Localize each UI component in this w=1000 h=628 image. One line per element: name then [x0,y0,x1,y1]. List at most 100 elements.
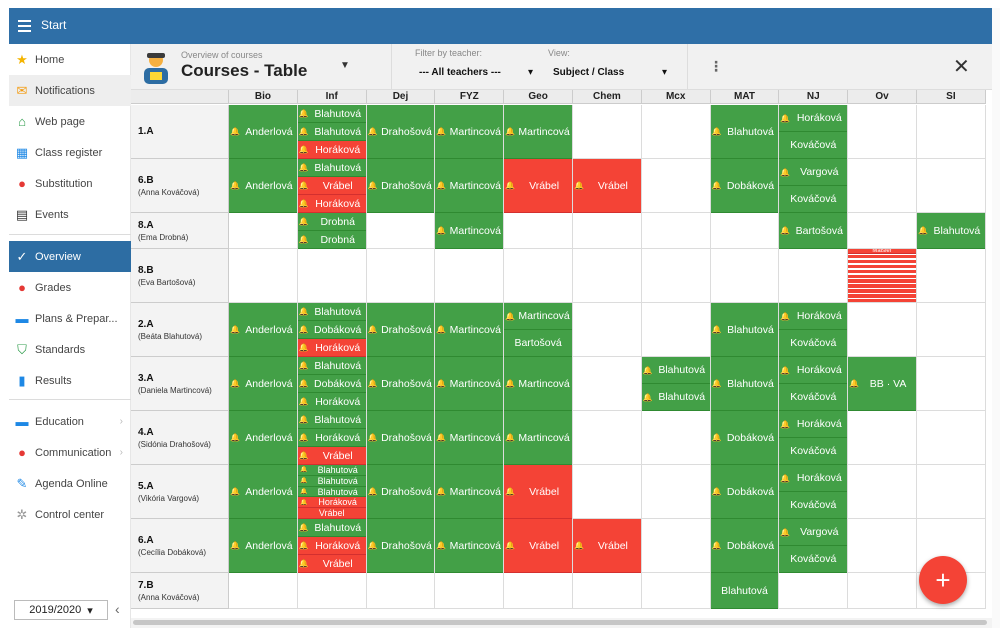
table-cell[interactable] [641,465,711,519]
course-chip[interactable]: 🔔 Drahošová [366,303,435,357]
course-chip[interactable]: 🔔 Drobná [297,231,366,249]
course-chip[interactable]: 🔔 Anderlová [229,465,297,519]
table-cell[interactable] [848,105,917,159]
table-cell[interactable]: 🔔 Martincová [435,411,505,465]
school-year-select[interactable]: 2019/2020 ▾ [14,600,108,620]
course-chip[interactable]: 🔔 Drahošová [366,105,435,159]
sidebar-item-agenda-online[interactable]: ✎ Agenda Online [9,468,131,499]
table-cell[interactable]: 🔔 Blahutová 🔔 Horáková 🔔 Vrábel [297,411,367,465]
course-chip[interactable]: 🔔 Horáková [297,537,366,555]
course-chip[interactable]: 🔔 Vrábel [297,555,366,573]
course-chip[interactable]: 🔔 Horáková [297,195,366,213]
table-cell[interactable]: 🔔 Martincová [435,303,505,357]
column-header-geo[interactable]: Geo [504,90,573,104]
column-header-mcx[interactable]: Mcx [641,90,711,104]
table-cell[interactable]: 🔔 Drahošová [366,411,436,465]
table-cell[interactable]: 🔔 Martincová [504,411,573,465]
course-chip[interactable]: 🔔 Anderlová [229,357,297,411]
table-cell[interactable] [848,573,917,609]
course-chip[interactable]: 🔔 Martincová [435,519,504,573]
table-cell[interactable] [573,411,642,465]
course-chip[interactable]: 🔔 Anderlová [229,105,297,159]
table-cell[interactable]: 🔔 Horáková Kováčová [779,465,849,519]
table-cell[interactable] [779,249,849,303]
table-cell[interactable] [573,105,642,159]
sidebar-item-grades[interactable]: ● Grades [9,272,131,303]
course-chip[interactable]: 🔔 Anderlová [229,519,297,573]
table-cell[interactable] [848,159,917,213]
column-header-chem[interactable]: Chem [573,90,642,104]
micro-course-strip[interactable] [848,264,916,269]
table-cell[interactable]: 🔔 Dobáková [710,519,780,573]
course-chip[interactable]: 🔔 Anderlová [229,159,297,213]
collapse-sidebar-icon[interactable]: ‹ [115,601,120,617]
course-chip[interactable]: Kováčová [779,330,848,357]
horizontal-scrollbar[interactable] [131,618,992,628]
course-chip[interactable]: 🔔 Horáková [779,357,848,384]
sidebar-item-control-center[interactable]: ✲ Control center [9,499,131,530]
sidebar-item-overview[interactable]: ✓ Overview [9,241,131,272]
table-cell[interactable]: 🔔 Martincová [504,105,573,159]
class-row-label[interactable]: 3.A (Daniela Martincová) [131,357,229,411]
column-header-nj[interactable]: NJ [779,90,849,104]
table-cell[interactable]: 🔔 Anderlová [229,519,298,573]
course-chip[interactable]: 🔔 Blahutová [297,475,366,487]
table-cell[interactable]: 🔔 Martincová Bartošová [504,303,573,357]
teacher-filter-select[interactable]: --- All teachers --- [419,67,501,78]
table-cell[interactable]: 🔔 Martincová [435,519,505,573]
more-options-icon[interactable]: ⋮ [709,58,723,74]
course-chip[interactable]: Kováčová [779,438,848,465]
micro-course-strip[interactable] [848,254,916,259]
course-chip[interactable]: 🔔 Drobná [297,213,366,231]
micro-course-strip[interactable] [848,299,916,303]
table-cell[interactable]: 🔔 Blahutová [710,357,780,411]
table-cell[interactable]: 🔔 Blahutová [917,213,986,249]
table-cell[interactable]: 🔔 Blahutová 🔔 Dobáková 🔔 Horáková [297,303,367,357]
course-chip[interactable]: Kováčová [779,492,848,519]
table-cell[interactable] [710,213,780,249]
course-chip[interactable]: 🔔 Horáková [297,393,366,411]
column-header-ov[interactable]: Ov [848,90,917,104]
class-row-label[interactable]: 8.B (Eva Bartošová) [131,249,229,303]
table-cell[interactable] [641,159,711,213]
table-cell[interactable]: 🔔 Anderlová [229,105,298,159]
course-chip[interactable]: 🔔 Anderlová [229,303,297,357]
course-chip[interactable]: 🔔 Martincová [435,465,504,519]
add-course-button[interactable]: + [919,556,967,604]
table-cell[interactable] [504,213,573,249]
table-cell[interactable]: 🔔 Drahošová [366,465,436,519]
table-cell[interactable]: 🔔 Vargová Kováčová [779,519,849,573]
table-cell[interactable] [641,411,711,465]
course-chip[interactable]: 🔔 Drahošová [366,519,435,573]
column-header-mat[interactable]: MAT [710,90,780,104]
table-cell[interactable] [641,105,711,159]
course-chip[interactable]: 🔔 Horáková [779,303,848,330]
table-cell[interactable]: 🔔 Horáková Kováčová [779,357,849,411]
table-cell[interactable] [917,105,986,159]
sidebar-item-communication[interactable]: ● Communication › [9,437,131,468]
course-chip[interactable]: Bartošová [504,330,572,357]
course-chip[interactable]: 🔔 Horáková [779,105,848,132]
course-chip[interactable]: 🔔 Blahutová [710,303,779,357]
course-chip[interactable]: 🔔 Martincová [435,357,504,411]
table-cell[interactable]: Maisler [848,249,917,303]
micro-course-strip[interactable] [848,284,916,288]
table-cell[interactable] [848,465,917,519]
course-chip[interactable]: 🔔 Vrábel [504,159,572,213]
course-chip[interactable]: Vrábel [297,508,366,519]
course-chip[interactable]: 🔔 Blahutová [297,486,366,498]
course-chip[interactable]: 🔔 Vrábel [297,177,366,195]
micro-course-strip[interactable] [848,289,916,293]
table-cell[interactable]: 🔔 Blahutová 🔔 Blahutová [641,357,711,411]
class-row-label[interactable]: 6.A (Cecília Dobáková) [131,519,229,573]
course-chip[interactable]: 🔔 Martincová [435,411,504,465]
course-chip[interactable]: Kováčová [779,186,848,213]
table-cell[interactable] [229,573,298,609]
course-chip[interactable]: 🔔 Blahutová [297,465,366,476]
course-chip[interactable]: 🔔 Vrábel [297,447,366,465]
course-chip[interactable]: 🔔 Blahutová [297,357,366,375]
table-cell[interactable] [848,411,917,465]
course-chip[interactable]: 🔔 Horáková [779,411,848,438]
table-cell[interactable]: 🔔 Drahošová [366,303,436,357]
course-chip[interactable]: Kováčová [779,132,848,159]
